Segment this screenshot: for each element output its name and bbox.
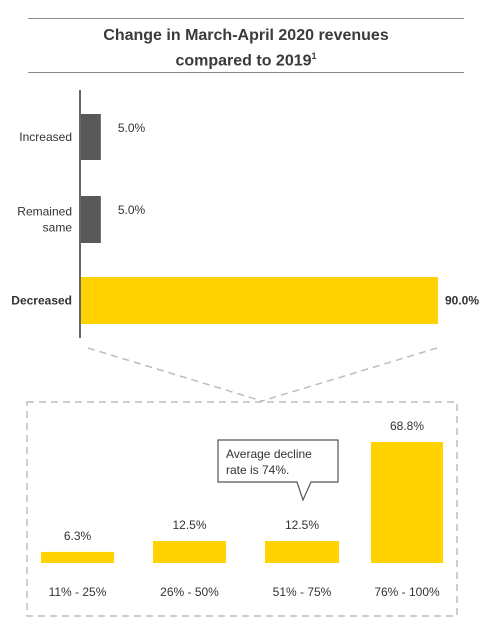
v-value-label-2: 12.5%: [285, 518, 319, 532]
title-bottom-rule: [28, 72, 464, 73]
h-value-label-0: 5.0%: [118, 121, 146, 135]
h-category-label-2-0: Decreased: [11, 294, 72, 308]
title-line-1: Change in March-April 2020 revenues: [103, 27, 389, 44]
h-category-label-1-1: same: [43, 221, 73, 235]
zoom-box: [26, 401, 458, 617]
h-bar-1: [81, 196, 101, 243]
title-line-2: compared to 20191: [28, 46, 464, 71]
annotation-text-1: rate is 74%.: [226, 463, 289, 477]
h-value-label-1: 5.0%: [118, 203, 146, 217]
title-line-2-text: compared to 2019: [175, 52, 312, 70]
v-bar-1: [153, 541, 226, 563]
v-category-label-0: 11% - 25%: [49, 585, 107, 599]
v-value-label-1: 12.5%: [172, 518, 206, 532]
v-bar-0: [41, 551, 114, 563]
h-bar-0: [81, 114, 101, 160]
h-category-label-1-0: Remained: [17, 205, 72, 219]
v-category-label-1: 26% - 50%: [160, 585, 219, 599]
h-bar-2: [81, 277, 438, 324]
v-value-label-0: 6.3%: [64, 529, 92, 543]
annotation-text-0: Average decline: [226, 447, 312, 461]
v-bar-3: [371, 442, 443, 563]
zoom-connector-left: [87, 347, 263, 402]
title-top-rule: [28, 18, 464, 19]
v-category-label-3: 76% - 100%: [374, 585, 440, 599]
annotation-callout-box: [217, 439, 339, 502]
title-footnote-mark: 1: [311, 51, 317, 61]
v-value-label-3: 68.8%: [390, 419, 424, 433]
h-value-label-2: 90.0%: [445, 294, 479, 308]
zoom-connector-right: [261, 347, 438, 402]
h-category-label-0-0: Increased: [19, 130, 72, 144]
v-category-label-2: 51% - 75%: [273, 585, 332, 599]
v-bar-2: [265, 541, 339, 563]
chart-title: Change in March-April 2020 revenues comp…: [28, 26, 464, 71]
